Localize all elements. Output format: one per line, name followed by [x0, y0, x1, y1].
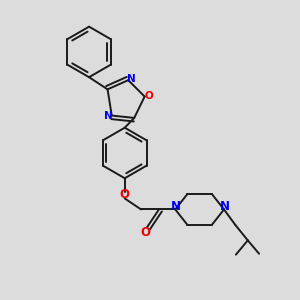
Text: N: N — [128, 74, 136, 84]
Text: O: O — [120, 188, 130, 201]
Text: N: N — [171, 200, 181, 213]
Text: N: N — [104, 111, 113, 121]
Text: O: O — [140, 226, 151, 239]
Text: N: N — [220, 200, 230, 213]
Text: O: O — [144, 91, 153, 101]
